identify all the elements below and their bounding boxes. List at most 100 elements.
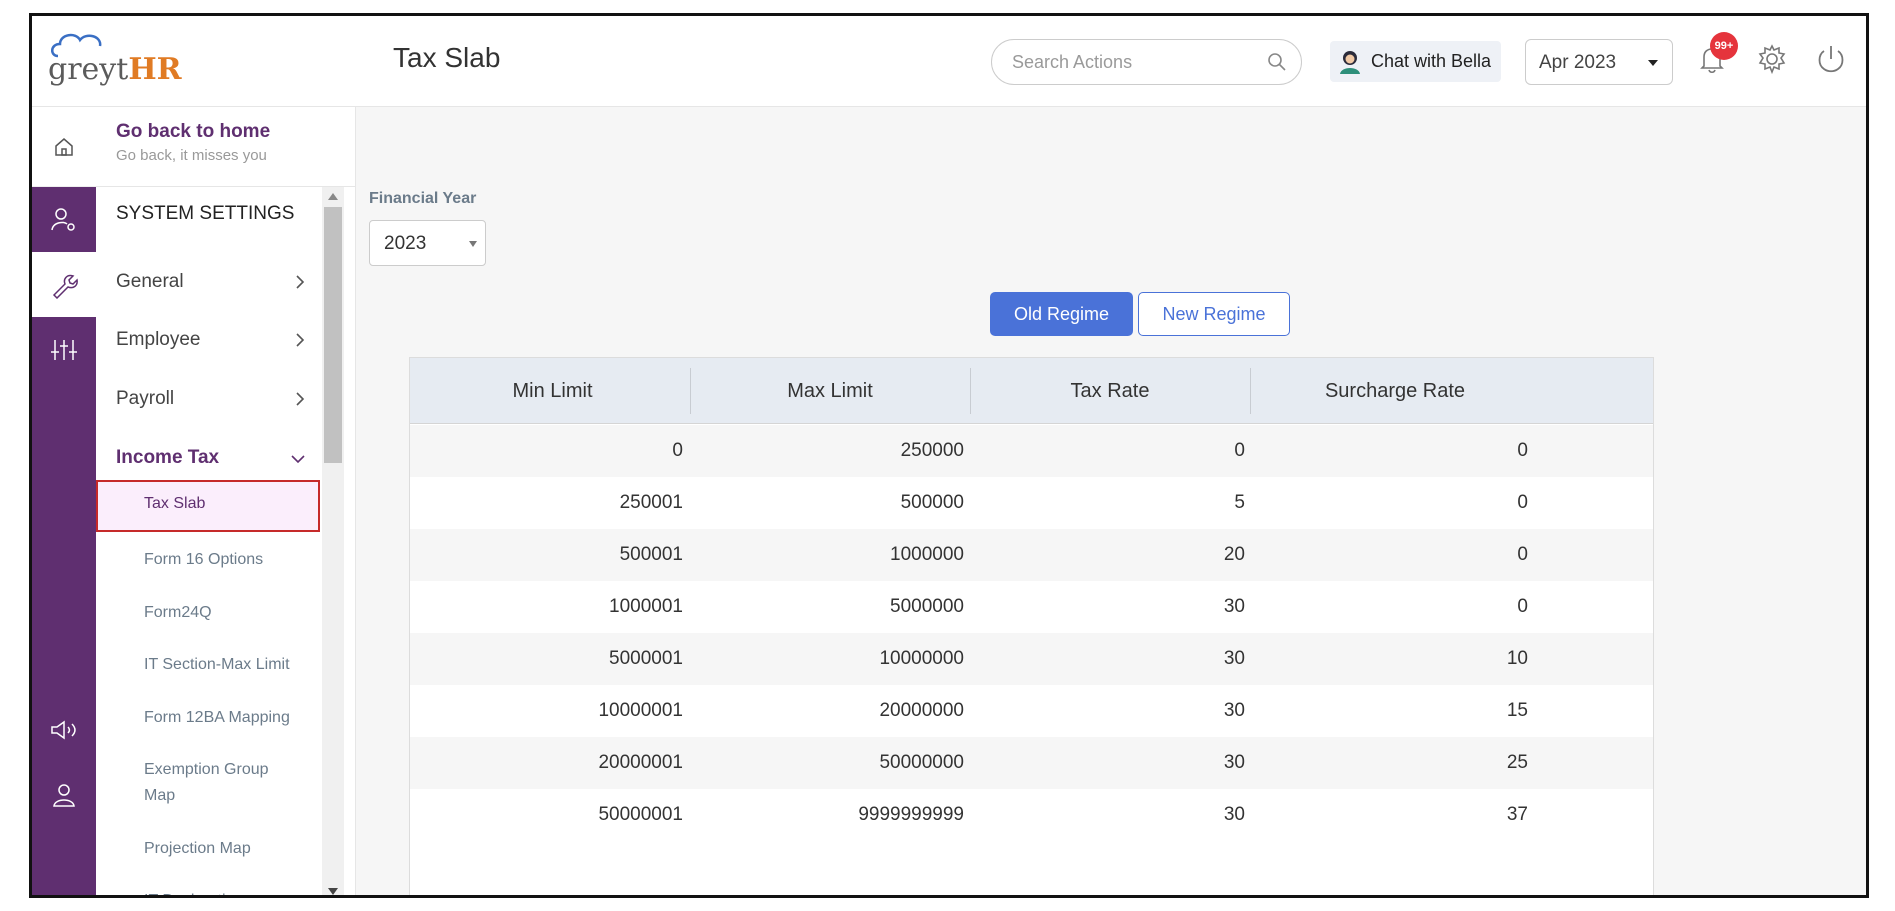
home-icon — [55, 138, 73, 156]
rail-announcements[interactable] — [32, 697, 96, 762]
bella-avatar-icon — [1340, 51, 1360, 74]
greythr-logo[interactable]: greytHR — [48, 30, 188, 90]
power-icon[interactable] — [1813, 42, 1847, 76]
cell-max-limit: 20000000 — [879, 700, 964, 721]
cell-max-limit: 50000000 — [879, 752, 964, 773]
cell-tax-rate: 20 — [1223, 544, 1245, 565]
search-input[interactable]: Search Actions — [991, 39, 1302, 85]
cell-min-limit: 20000001 — [598, 752, 683, 773]
table-header: Min Limit Max Limit Tax Rate Surcharge R… — [410, 358, 1653, 424]
cell-surcharge-rate: 15 — [1506, 700, 1528, 721]
sidebar-item-payroll[interactable]: Payroll — [116, 388, 306, 410]
cell-min-limit: 1000001 — [609, 596, 683, 617]
column-divider — [1250, 368, 1251, 414]
cell-max-limit: 9999999999 — [858, 804, 964, 825]
sidebar-subitem-tax-slab[interactable]: Tax Slab — [96, 480, 320, 532]
sidebar-scrollbar[interactable] — [322, 187, 344, 895]
cell-surcharge-rate: 0 — [1517, 440, 1528, 461]
rail-settings-wrench[interactable] — [32, 252, 96, 317]
table-row: 250001 500000 5 0 — [410, 477, 1653, 529]
caret-down-icon — [1648, 60, 1658, 66]
search-placeholder: Search Actions — [1012, 52, 1133, 72]
scroll-down-icon[interactable] — [328, 888, 338, 895]
megaphone-icon — [51, 720, 76, 739]
caret-down-icon — [469, 241, 477, 247]
chevron-down-icon — [291, 455, 305, 464]
cell-surcharge-rate: 0 — [1517, 596, 1528, 617]
table-row: 500001 1000000 20 0 — [410, 529, 1653, 581]
cell-max-limit: 250000 — [900, 440, 964, 461]
column-divider — [690, 368, 691, 414]
rail-sliders[interactable] — [32, 317, 96, 382]
cell-max-limit: 5000000 — [890, 596, 964, 617]
sidebar-subitem-form24q[interactable]: Form24Q — [144, 604, 212, 621]
chevron-right-icon — [296, 392, 305, 406]
tax-slab-table: Min Limit Max Limit Tax Rate Surcharge R… — [409, 357, 1654, 895]
cell-surcharge-rate: 0 — [1517, 544, 1528, 565]
table-row: 20000001 50000000 30 25 — [410, 737, 1653, 789]
cell-max-limit: 1000000 — [890, 544, 964, 565]
rail-user-settings[interactable] — [32, 187, 96, 252]
new-regime-button[interactable]: New Regime — [1138, 292, 1290, 336]
financial-year-select[interactable]: 2023 — [369, 220, 486, 266]
sidebar-subitem-it-declaration[interactable]: IT Declaration — [144, 888, 294, 895]
cell-surcharge-rate: 10 — [1506, 648, 1528, 669]
cell-min-limit: 50000001 — [598, 804, 683, 825]
sidebar-subitem-form-16-options[interactable]: Form 16 Options — [144, 551, 264, 568]
app-window: greytHR Tax Slab Search Actions Chat wit… — [29, 13, 1869, 898]
sidebar-item-label: General — [116, 271, 184, 292]
rail-profile[interactable] — [32, 762, 96, 827]
column-header-surcharge-rate: Surcharge Rate — [1324, 380, 1466, 402]
chat-label: Chat with Bella — [1371, 51, 1492, 71]
rail-home-button[interactable] — [32, 107, 96, 187]
month-selector[interactable]: Apr 2023 — [1525, 39, 1673, 85]
chat-with-bella-button[interactable]: Chat with Bella — [1330, 41, 1501, 82]
go-back-home-link[interactable]: Go back to home Go back, it misses you — [116, 121, 270, 164]
cell-surcharge-rate: 25 — [1506, 752, 1528, 773]
home-link-subtitle: Go back, it misses you — [116, 147, 267, 164]
table-row: 5000001 10000000 30 10 — [410, 633, 1653, 685]
sidebar-subitem-form-12ba-mapping[interactable]: Form 12BA Mapping — [144, 709, 290, 726]
logo-text: greytHR — [48, 52, 182, 87]
column-header-max-limit: Max Limit — [787, 380, 873, 402]
table-row: 10000001 20000000 30 15 — [410, 685, 1653, 737]
cell-min-limit: 10000001 — [598, 700, 683, 721]
settings-sidebar: Go back to home Go back, it misses you S… — [96, 107, 356, 895]
column-header-min-limit: Min Limit — [512, 380, 593, 402]
sidebar-subitem-projection-map[interactable]: Projection Map — [144, 840, 251, 857]
sidebar-subitem-exemption-group-map[interactable]: Exemption Group Map — [144, 761, 269, 804]
home-link-title: Go back to home — [116, 121, 271, 142]
cell-tax-rate: 30 — [1223, 752, 1245, 773]
sidebar-item-label: Payroll — [116, 388, 175, 409]
cell-max-limit: 10000000 — [879, 648, 964, 669]
gear-icon[interactable] — [1755, 42, 1789, 76]
cell-tax-rate: 30 — [1223, 648, 1245, 669]
month-value: Apr 2023 — [1539, 52, 1617, 73]
page-title: Tax Slab — [393, 42, 501, 73]
user-icon — [53, 783, 75, 807]
column-divider — [970, 368, 971, 414]
old-regime-button[interactable]: Old Regime — [990, 292, 1133, 336]
sidebar-item-employee[interactable]: Employee — [116, 329, 306, 351]
cell-tax-rate: 30 — [1223, 700, 1245, 721]
cell-min-limit: 0 — [672, 440, 683, 461]
cloud-icon — [51, 33, 102, 58]
section-title: SYSTEM SETTINGS — [116, 203, 295, 224]
table-row: 1000001 5000000 30 0 — [410, 581, 1653, 633]
sidebar-item-general[interactable]: General — [116, 271, 306, 293]
column-header-tax-rate: Tax Rate — [1070, 380, 1150, 402]
scroll-up-icon[interactable] — [328, 193, 338, 200]
cell-min-limit: 250001 — [619, 492, 683, 513]
chevron-right-icon — [296, 275, 305, 289]
sidebar-item-income-tax[interactable]: Income Tax — [116, 447, 306, 469]
wrench-icon — [52, 274, 78, 299]
sliders-icon — [51, 339, 77, 360]
sidebar-subitem-label: Tax Slab — [144, 495, 206, 512]
user-gear-icon — [51, 207, 75, 231]
cell-surcharge-rate: 0 — [1517, 492, 1528, 513]
scrollbar-thumb[interactable] — [324, 207, 342, 463]
financial-year-value: 2023 — [384, 233, 427, 254]
sidebar-subitem-it-section-max-limit[interactable]: IT Section-Max Limit — [144, 656, 290, 673]
sidebar-item-label: Employee — [116, 329, 201, 350]
top-header: greytHR Tax Slab Search Actions Chat wit… — [32, 16, 1866, 107]
